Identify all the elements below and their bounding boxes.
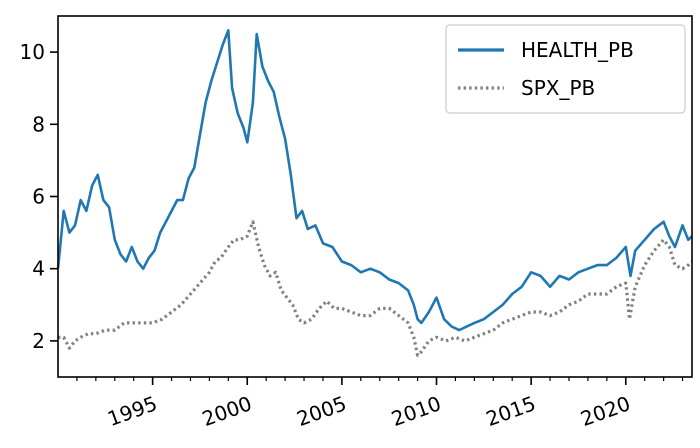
legend: HEALTH_PB SPX_PB: [445, 24, 686, 114]
series-line-health-pb: [56, 29, 693, 332]
y-tick-label: 10: [20, 40, 45, 64]
legend-label-health-pb: HEALTH_PB: [521, 38, 634, 62]
y-axis: 2 4 6 8 10: [20, 40, 58, 353]
y-tick-label: 8: [32, 112, 45, 136]
y-tick-label: 4: [32, 257, 45, 281]
x-axis: 1995 2000 2005 2010 2015 2020: [76, 377, 684, 431]
y-tick-label: 2: [32, 329, 45, 353]
x-tick-label: 2020: [577, 391, 633, 431]
y-tick-label: 6: [32, 185, 45, 209]
x-tick-label: 2010: [388, 391, 444, 431]
x-tick-label: 1995: [104, 391, 160, 431]
x-tick-label: 2005: [294, 391, 350, 431]
series-layer: [56, 29, 694, 357]
legend-label-spx-pb: SPX_PB: [521, 76, 595, 100]
legend-box: [445, 24, 686, 114]
series-line-spx-pb: [58, 220, 694, 357]
x-tick-label: 2015: [483, 391, 539, 431]
x-tick-label: 2000: [199, 391, 255, 431]
